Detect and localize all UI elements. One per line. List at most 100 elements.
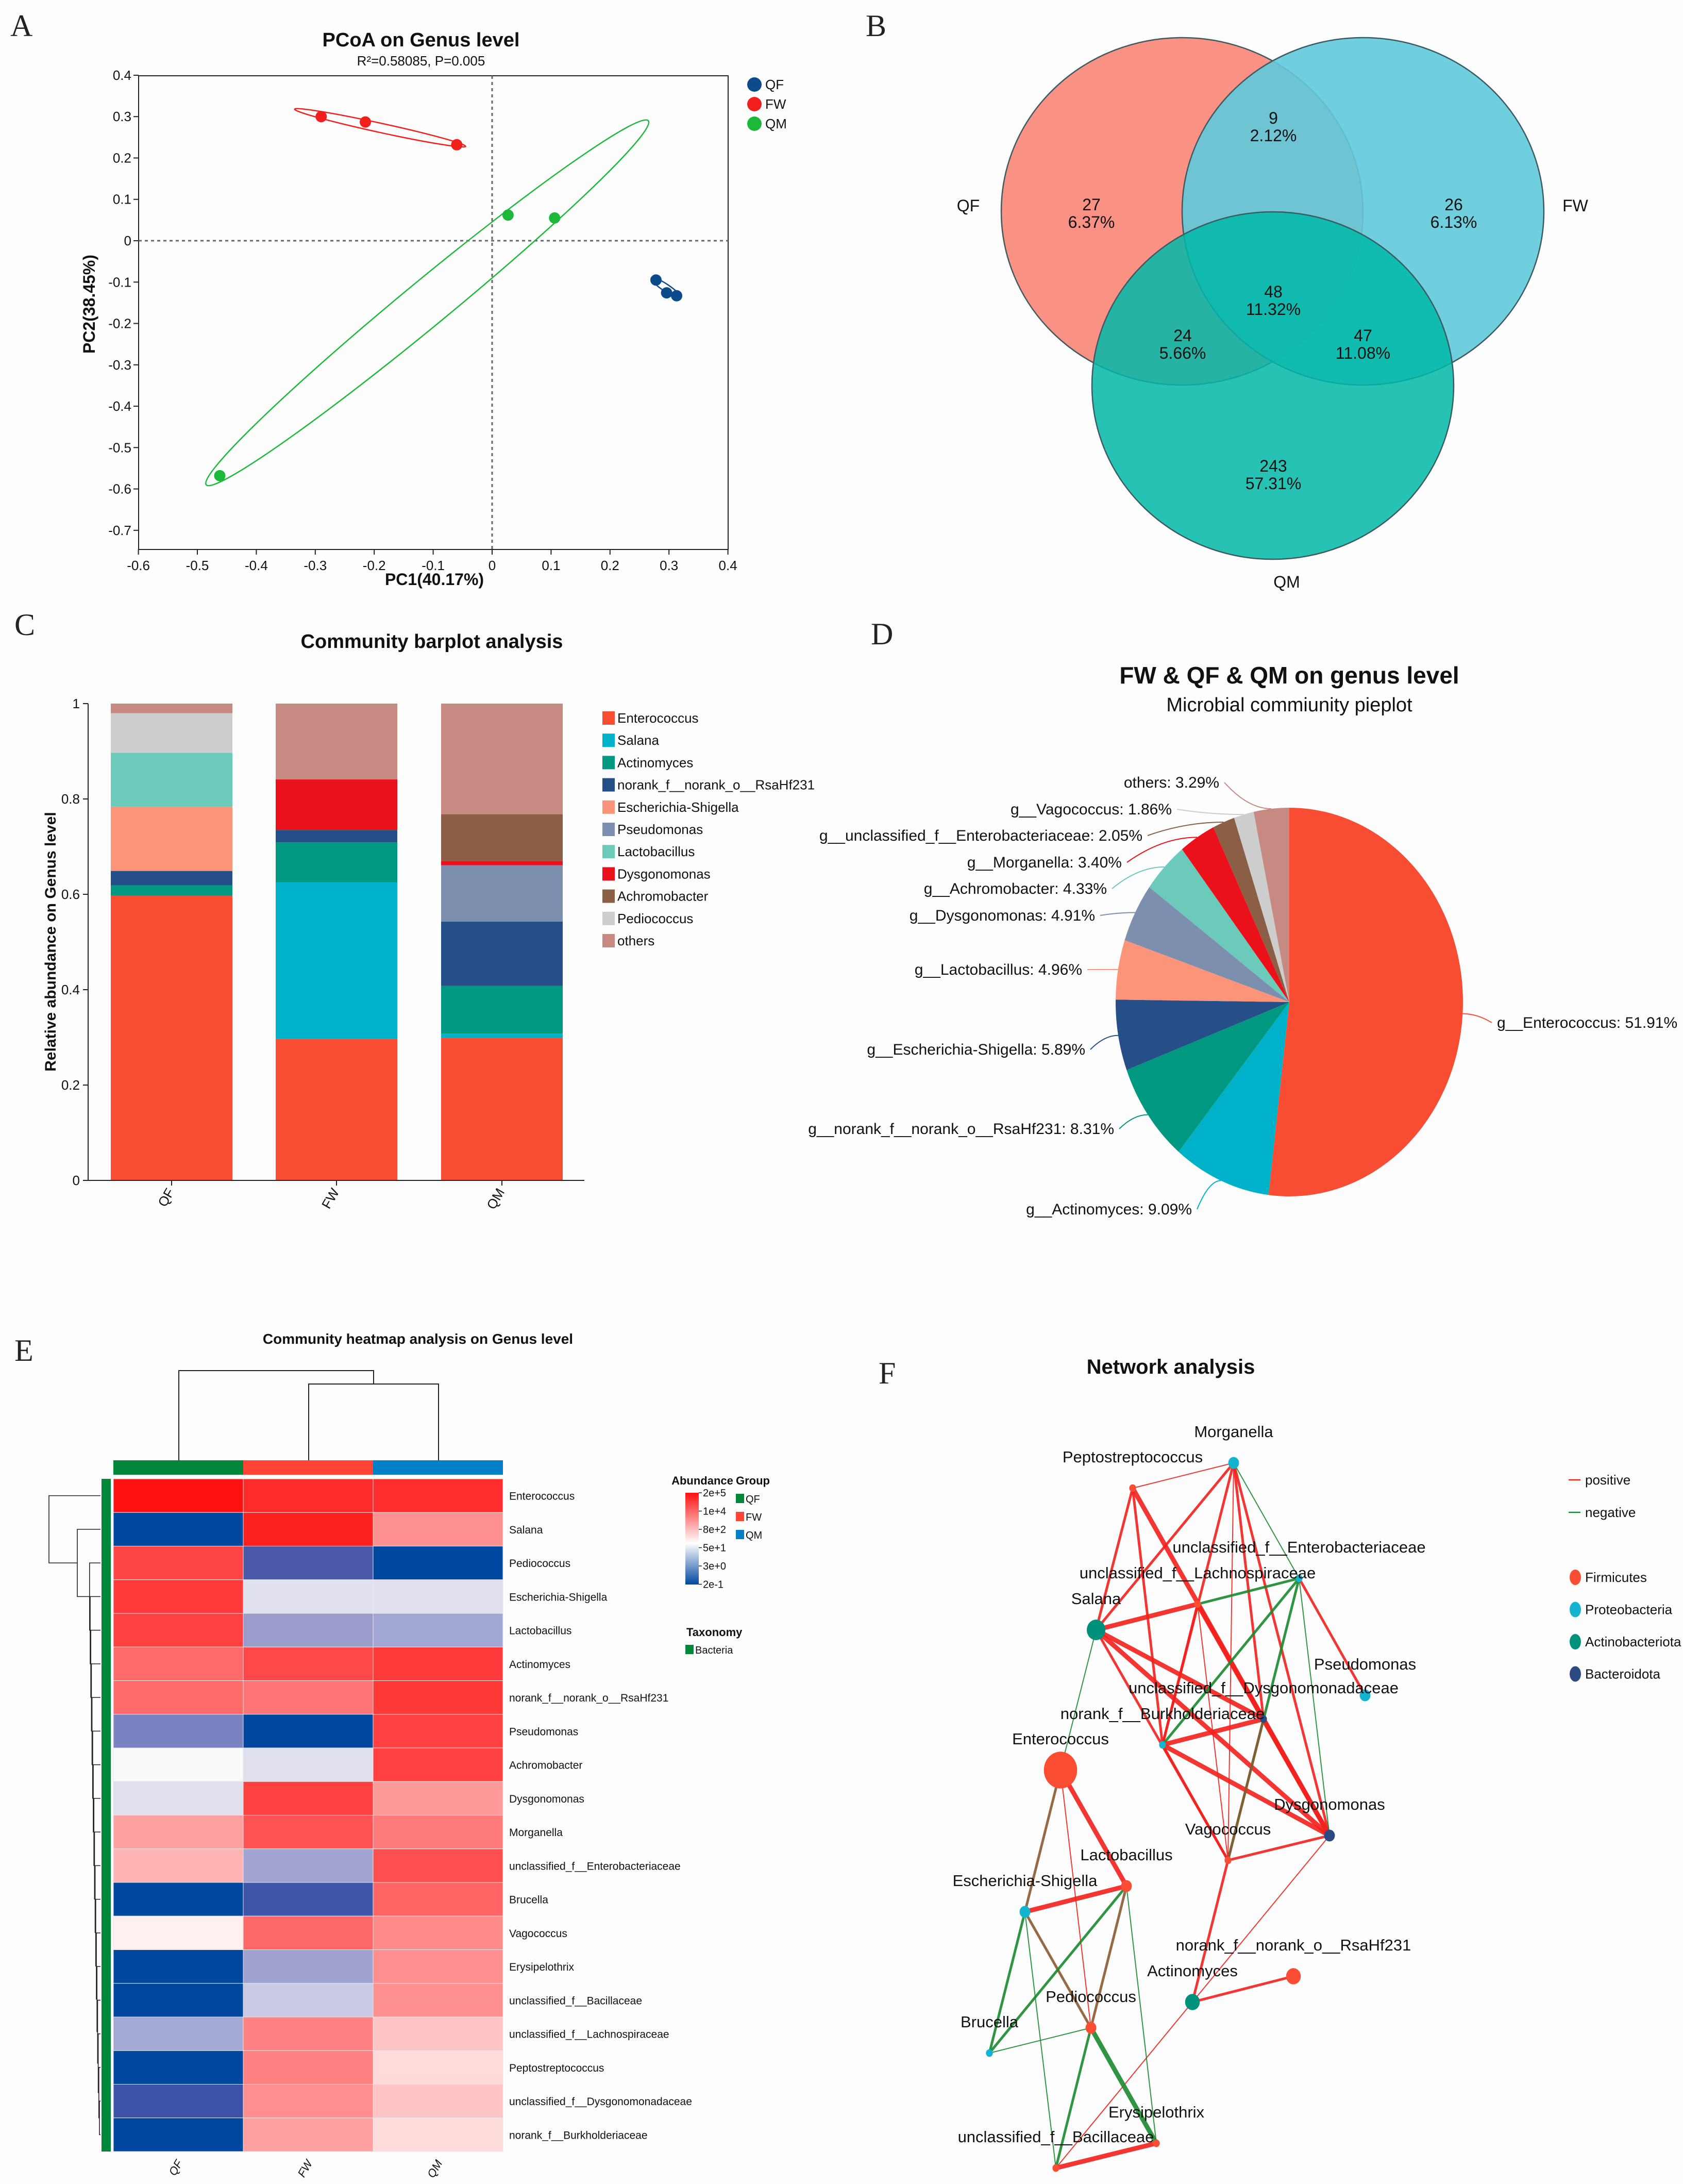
panel-letter-c: C bbox=[14, 608, 35, 642]
network-node bbox=[1044, 1752, 1078, 1789]
row-label: Achromobacter bbox=[509, 1760, 582, 1772]
heatmap-cell bbox=[243, 1915, 374, 1950]
node-label: Peptostreptococcus bbox=[1063, 1448, 1203, 1466]
row-label: Enterococcus bbox=[509, 1491, 575, 1503]
network-node bbox=[1159, 1741, 1166, 1749]
positive-edge bbox=[1161, 1744, 1230, 1861]
legend-swatch bbox=[602, 778, 615, 792]
pie-slice bbox=[1213, 818, 1289, 1002]
network-node bbox=[986, 2049, 993, 2057]
bar-segment-qf bbox=[111, 753, 232, 807]
positive-edge bbox=[1192, 1975, 1294, 2004]
phylum-legend-label: Bacteroidota bbox=[1585, 1666, 1661, 1682]
legend-label: others bbox=[617, 933, 654, 948]
pieplot: g__Enterococcus: 51.91% g__Actinomyces: 9… bbox=[808, 774, 1677, 1218]
x-tick-label: -0.1 bbox=[422, 558, 445, 573]
x-tick-label: 0.1 bbox=[542, 558, 560, 573]
row-label: Peptostreptococcus bbox=[509, 2062, 604, 2074]
pie-leader-line bbox=[1462, 1013, 1492, 1023]
legend-label: Pediococcus bbox=[617, 911, 693, 926]
data-point-fw bbox=[315, 111, 327, 123]
row-label: unclassified_f__Dysgonomonadaceae bbox=[509, 2096, 692, 2108]
pie-slice bbox=[1149, 849, 1289, 1002]
node-label: Pediococcus bbox=[1046, 1988, 1136, 2006]
abundance-color-scale bbox=[685, 1493, 699, 1585]
bar-segment-qm bbox=[441, 814, 563, 861]
heatmap-cell bbox=[113, 1512, 244, 1546]
bar-segment-fw bbox=[276, 830, 397, 843]
pie-leader-line bbox=[1197, 1180, 1221, 1210]
heatmap-cell bbox=[243, 1680, 374, 1715]
bar-segment-fw bbox=[276, 842, 397, 882]
x-tick-label: QM bbox=[483, 1186, 508, 1212]
row-label: Vagococcus bbox=[509, 1928, 567, 1940]
pie-slice bbox=[1268, 808, 1463, 1196]
bar-segment-qm bbox=[441, 986, 563, 1034]
panel-letter-e: E bbox=[14, 1333, 33, 1368]
heatmap-cell bbox=[373, 1848, 503, 1883]
group-color-bar bbox=[113, 1460, 243, 1475]
node-label: unclassified_f__Lachnospiraceae bbox=[1080, 1564, 1316, 1582]
y-tick-label: 0 bbox=[73, 1173, 80, 1188]
venn-set-label: QF bbox=[957, 196, 980, 215]
column-dendrogram bbox=[178, 1370, 374, 1460]
heatmap-cell bbox=[373, 1983, 503, 2018]
network-graph: Morganella Peptostreptococcus unclassified… bbox=[953, 1423, 1681, 2172]
y-tick-label: 0.1 bbox=[113, 192, 131, 207]
heatmap-cell bbox=[243, 1848, 374, 1883]
bar-segment-fw bbox=[276, 882, 397, 1039]
legend-label: Escherichia-Shigella bbox=[617, 799, 739, 815]
negative-edge bbox=[1126, 1886, 1157, 2144]
phylum-legend-marker bbox=[1570, 1634, 1581, 1649]
row-label: unclassified_f__Enterobacteriaceae bbox=[509, 1860, 681, 1872]
heatmap-cell bbox=[243, 1512, 374, 1546]
heatmap-cell bbox=[243, 1546, 374, 1580]
phylum-legend-label: Actinobacteriota bbox=[1585, 1634, 1681, 1649]
scale-tick-label: 3e+0 bbox=[703, 1561, 726, 1572]
node-label: Dysgonomonas bbox=[1274, 1795, 1385, 1813]
pie-slice-label: others: 3.29% bbox=[1124, 774, 1219, 791]
scale-tick-label: 1e+4 bbox=[703, 1506, 726, 1518]
panel-letter-d: D bbox=[871, 617, 893, 651]
heatmap-cell bbox=[113, 2016, 244, 2051]
positive-edge bbox=[1191, 1860, 1230, 2003]
positive-edge bbox=[1055, 2141, 1157, 2171]
bar-segment-qm bbox=[441, 704, 563, 814]
positive-edge bbox=[1095, 1488, 1134, 1630]
pie-slice-label: g__Morganella: 3.40% bbox=[967, 854, 1122, 871]
legend-swatch bbox=[602, 845, 615, 859]
node-label: norank_f__Burkholderiaceae bbox=[1061, 1705, 1265, 1723]
bar-segment-fw bbox=[276, 1039, 397, 1180]
bar-segment-qf bbox=[111, 806, 232, 871]
node-label: Actinomyces bbox=[1147, 1962, 1238, 1980]
heatmap-cell bbox=[373, 1646, 503, 1681]
pie-leader-line bbox=[1224, 782, 1272, 810]
phylum-legend-marker bbox=[1570, 1602, 1581, 1618]
panel-letter-f: F bbox=[879, 1356, 896, 1390]
legend-label: Achromobacter bbox=[617, 889, 709, 904]
legend-swatch bbox=[602, 867, 615, 881]
y-tick-label: -0.7 bbox=[108, 523, 131, 538]
phylum-legend-marker bbox=[1570, 1570, 1581, 1585]
y-tick-label: -0.6 bbox=[108, 481, 131, 497]
node-label: Vagococcus bbox=[1185, 1820, 1271, 1838]
y-tick-label: 0.4 bbox=[61, 982, 80, 997]
venn-region-percent: 6.37% bbox=[1068, 213, 1115, 231]
group-legend-swatch bbox=[736, 1494, 744, 1503]
row-label: Dysgonomonas bbox=[509, 1793, 584, 1805]
venn-region-count: 243 bbox=[1259, 457, 1287, 475]
heatmap-cell bbox=[113, 1646, 244, 1681]
y-tick-label: -0.3 bbox=[108, 357, 131, 373]
group-legend-label: FW bbox=[746, 1512, 762, 1523]
heatmap-cell bbox=[373, 1915, 503, 1950]
pie-slice bbox=[1253, 808, 1289, 1002]
heatmap-cell bbox=[243, 1882, 374, 1916]
node-label: Brucella bbox=[961, 2013, 1019, 2031]
negative-edge bbox=[1162, 1577, 1300, 1746]
network-node bbox=[1121, 1880, 1132, 1892]
x-tick-label: 0.3 bbox=[660, 558, 678, 573]
bar-segment-qf bbox=[111, 713, 232, 753]
node-label: unclassified_f__Dysgonomonadaceae bbox=[1129, 1679, 1399, 1697]
data-point-qm bbox=[502, 209, 514, 221]
pcoa-plot: -0.6 -0.5 -0.4 -0.3 -0.2 -0.1 0 0.1 0.2 0.3 0.4 0.4… bbox=[108, 68, 787, 573]
